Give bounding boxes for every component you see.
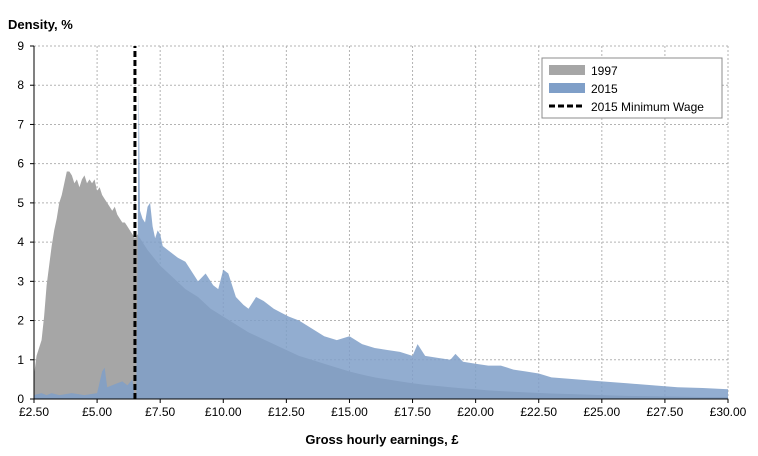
- x-tick-label: £5.00: [82, 405, 112, 419]
- series-2015-area: [34, 85, 728, 399]
- y-tick-label: 4: [17, 235, 24, 249]
- y-tick-label: 5: [17, 196, 24, 210]
- y-tick-label: 1: [17, 353, 24, 367]
- y-axis-title: Density, %: [8, 17, 73, 32]
- x-tick-labels: £2.50 £5.00 £7.50 £10.00 £12.50 £15.00 £17.50 £…: [19, 399, 747, 419]
- x-tick-label: £25.00: [583, 405, 620, 419]
- legend-label: 2015 Minimum Wage: [591, 100, 704, 114]
- x-tick-label: £27.50: [647, 405, 684, 419]
- x-tick-label: £10.00: [205, 405, 242, 419]
- y-tick-label: 7: [17, 117, 24, 131]
- legend-label: 1997: [591, 64, 618, 78]
- legend-label: 2015: [591, 82, 618, 96]
- legend: 1997 2015 2015 Minimum Wage: [541, 57, 723, 119]
- x-tick-label: £15.00: [331, 405, 368, 419]
- y-tick-label: 9: [17, 39, 24, 53]
- x-tick-label: £7.50: [145, 405, 175, 419]
- x-tick-label: £30.00: [710, 405, 747, 419]
- x-tick-label: £20.00: [457, 405, 494, 419]
- y-tick-labels: 0 1 2 3 4 5 6 7 8 9: [17, 39, 34, 406]
- axes: [33, 46, 728, 400]
- x-tick-label: £22.50: [520, 405, 557, 419]
- legend-swatch-2015: [549, 83, 585, 93]
- y-tick-label: 0: [17, 392, 24, 406]
- series-areas: [34, 46, 728, 399]
- legend-swatch-1997: [549, 65, 585, 75]
- y-tick-label: 3: [17, 274, 24, 288]
- x-axis-title: Gross hourly earnings, £: [305, 432, 459, 447]
- y-tick-label: 2: [17, 314, 24, 328]
- y-tick-label: 8: [17, 78, 24, 92]
- x-tick-label: £2.50: [19, 405, 49, 419]
- x-tick-label: £12.50: [268, 405, 305, 419]
- y-tick-label: 6: [17, 157, 24, 171]
- x-tick-label: £17.50: [394, 405, 431, 419]
